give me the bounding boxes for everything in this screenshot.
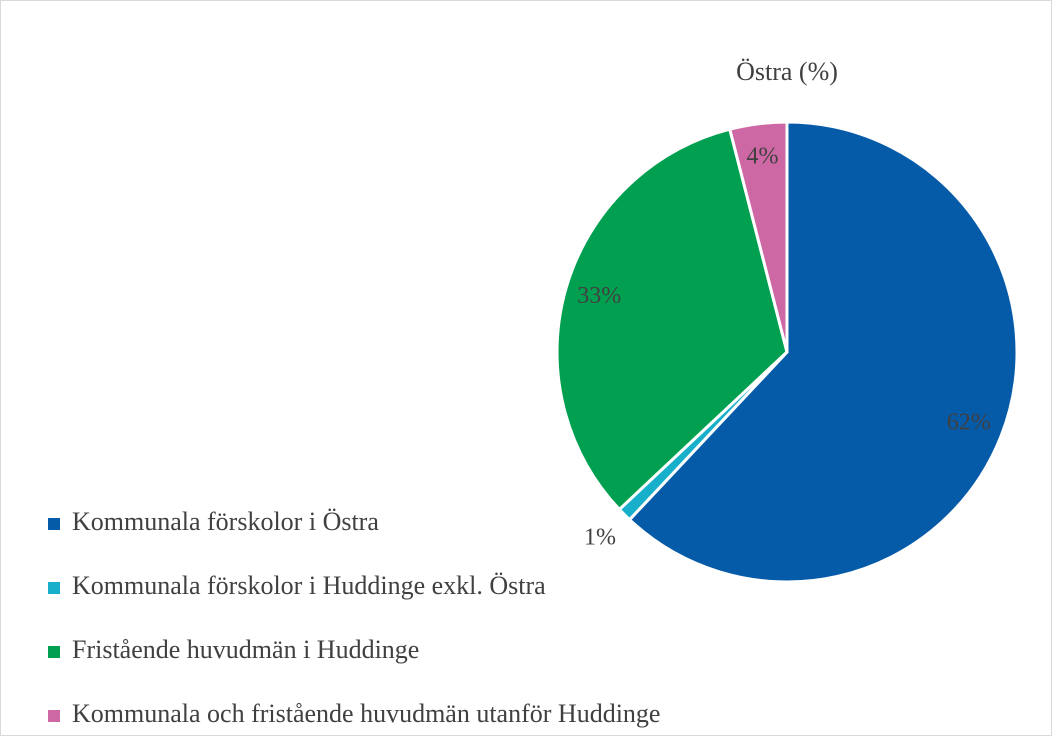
pie-slice <box>555 127 789 512</box>
data-label: 62% <box>947 409 991 435</box>
data-label: 33% <box>577 283 621 309</box>
legend-label: Kommunala förskolor i Huddinge exkl. Öst… <box>72 571 546 600</box>
pie-slice <box>727 120 789 353</box>
chart-title: Östra (%) <box>736 57 838 86</box>
pie-slice <box>627 120 1019 584</box>
legend-label: Fristående huvudmän i Huddinge <box>72 635 419 664</box>
legend-label: Kommunala förskolor i Östra <box>72 507 379 536</box>
legend-label: Kommunala och fristående huvudmän utanfö… <box>72 699 660 728</box>
data-label: 4% <box>746 144 778 170</box>
legend-swatch <box>48 518 60 530</box>
legend-swatch <box>48 582 60 594</box>
legend-swatch <box>48 710 60 722</box>
data-label: 1% <box>584 525 616 551</box>
legend-swatch <box>48 646 60 658</box>
